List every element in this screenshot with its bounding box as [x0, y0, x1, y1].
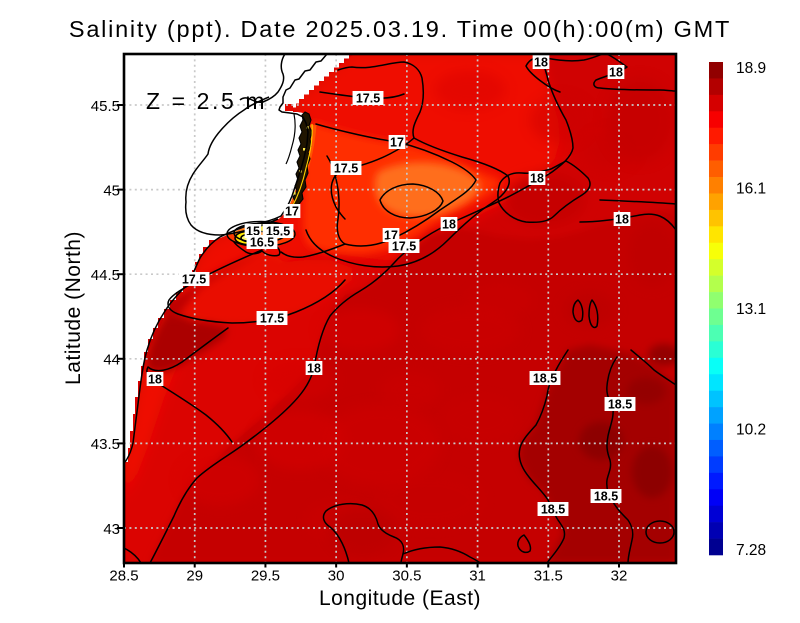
svg-text:18: 18: [148, 373, 162, 387]
svg-text:18.5: 18.5: [533, 372, 557, 386]
svg-text:28.5: 28.5: [109, 568, 138, 585]
svg-text:17: 17: [390, 136, 404, 150]
svg-text:18: 18: [615, 213, 629, 227]
svg-text:43: 43: [103, 521, 120, 538]
svg-text:10.2: 10.2: [736, 422, 766, 439]
svg-text:18: 18: [609, 66, 623, 80]
svg-text:17.5: 17.5: [334, 162, 358, 176]
svg-text:18: 18: [442, 218, 456, 232]
svg-text:29.5: 29.5: [251, 568, 280, 585]
svg-text:7.28: 7.28: [736, 542, 766, 559]
svg-text:30: 30: [328, 568, 345, 585]
svg-text:45.5: 45.5: [91, 98, 120, 115]
svg-text:18.5: 18.5: [608, 398, 632, 412]
svg-text:18: 18: [530, 172, 544, 186]
svg-text:18: 18: [307, 362, 321, 376]
svg-text:45: 45: [103, 182, 120, 199]
svg-text:16.1: 16.1: [736, 181, 766, 198]
svg-text:17.5: 17.5: [182, 273, 206, 287]
svg-text:30.5: 30.5: [392, 568, 421, 585]
svg-text:29: 29: [186, 568, 203, 585]
svg-text:16.5: 16.5: [250, 236, 274, 250]
svg-text:18.5: 18.5: [541, 503, 565, 517]
svg-text:18: 18: [534, 56, 548, 70]
svg-text:Salinity (ppt). Date 2025.03.1: Salinity (ppt). Date 2025.03.19. Time 00…: [69, 16, 731, 42]
svg-text:31.5: 31.5: [534, 568, 563, 585]
svg-text:18.5: 18.5: [594, 490, 618, 504]
svg-text:44.5: 44.5: [91, 267, 120, 284]
svg-text:13.1: 13.1: [736, 301, 766, 318]
svg-text:Z = 2.5 m: Z = 2.5 m: [146, 88, 267, 114]
svg-text:31: 31: [469, 568, 486, 585]
svg-text:17.5: 17.5: [260, 312, 284, 326]
svg-text:Longitude (East): Longitude (East): [319, 587, 481, 610]
svg-text:17.5: 17.5: [356, 92, 380, 106]
svg-text:17.5: 17.5: [392, 240, 416, 254]
svg-text:43.5: 43.5: [91, 436, 120, 453]
svg-text:18.9: 18.9: [736, 60, 766, 77]
svg-text:Latitude (North): Latitude (North): [62, 231, 85, 385]
svg-text:32: 32: [611, 568, 628, 585]
svg-text:44: 44: [103, 352, 120, 369]
svg-text:17: 17: [285, 205, 299, 219]
